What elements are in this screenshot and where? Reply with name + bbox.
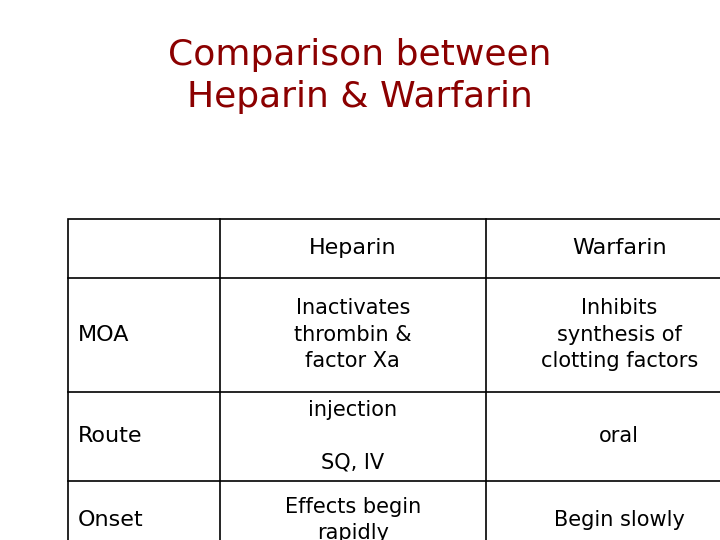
Bar — [68, 219, 720, 540]
Text: injection

SQ, IV: injection SQ, IV — [308, 400, 397, 472]
Text: Effects begin
rapidly: Effects begin rapidly — [284, 497, 421, 540]
Text: Onset: Onset — [78, 510, 143, 530]
Text: MOA: MOA — [78, 325, 130, 345]
Text: Inhibits
synthesis of
clotting factors: Inhibits synthesis of clotting factors — [541, 299, 698, 371]
Text: Heparin: Heparin — [309, 238, 397, 259]
Text: Route: Route — [78, 426, 143, 446]
Text: Inactivates
thrombin &
factor Xa: Inactivates thrombin & factor Xa — [294, 299, 412, 371]
Text: Begin slowly: Begin slowly — [554, 510, 685, 530]
Text: Comparison between
Heparin & Warfarin: Comparison between Heparin & Warfarin — [168, 38, 552, 114]
Text: Warfarin: Warfarin — [572, 238, 667, 259]
Text: oral: oral — [599, 426, 639, 446]
